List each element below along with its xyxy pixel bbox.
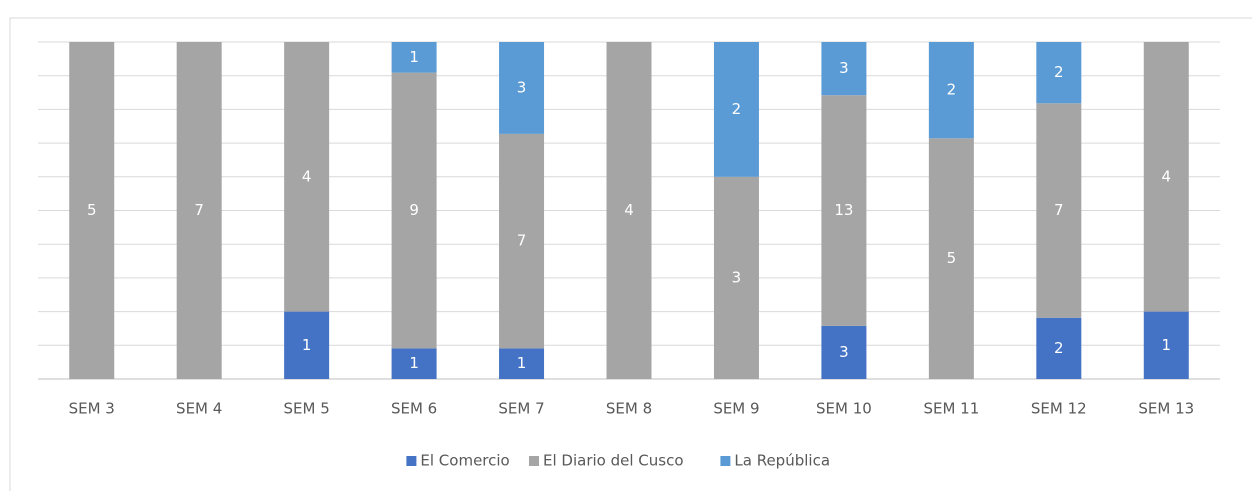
- data-label: 13: [834, 201, 853, 219]
- data-label: 9: [409, 201, 419, 219]
- data-label: 5: [947, 249, 957, 267]
- bar-segment: [1143, 311, 1189, 379]
- x-tick-label: SEM 3: [69, 400, 115, 418]
- x-tick-label: SEM 13: [1138, 400, 1194, 418]
- data-label: 5: [87, 201, 97, 219]
- data-label: 2: [1054, 63, 1064, 81]
- data-label: 4: [624, 201, 634, 219]
- data-label: 3: [839, 59, 849, 77]
- bar-segment: [821, 325, 867, 379]
- bar-segment: [176, 42, 222, 379]
- bar-segment: [1143, 42, 1189, 312]
- data-label: 3: [839, 343, 849, 361]
- x-tick-label: SEM 10: [816, 400, 872, 418]
- data-label: 7: [517, 232, 527, 250]
- x-tick-label: SEM 6: [391, 400, 437, 418]
- bar-segment: [1036, 103, 1082, 318]
- x-tick-label: SEM 8: [606, 400, 652, 418]
- bar-segment: [606, 42, 652, 379]
- bar-segment: [713, 176, 759, 379]
- data-label: 4: [302, 167, 312, 185]
- data-label: 7: [194, 201, 204, 219]
- bar-segment: [928, 138, 974, 379]
- bar-segment: [499, 348, 545, 379]
- data-label: 1: [409, 354, 419, 372]
- data-label: 1: [302, 336, 312, 354]
- legend-label: El Diario del Cusco: [543, 452, 684, 470]
- bar-segment: [284, 42, 330, 312]
- bar-segment: [284, 311, 330, 379]
- data-label: 1: [1161, 336, 1171, 354]
- data-label: 4: [1161, 167, 1171, 185]
- x-tick-label: SEM 12: [1031, 400, 1087, 418]
- bar-segment: [928, 42, 974, 139]
- x-tick-label: SEM 7: [498, 400, 544, 418]
- chart-frame: [9, 17, 1252, 491]
- legend-swatch: [720, 456, 731, 466]
- x-tick-label: SEM 9: [713, 400, 759, 418]
- legend-swatch: [529, 456, 539, 466]
- data-label: 1: [517, 354, 527, 372]
- legend-label: La República: [734, 452, 830, 470]
- bar-segment: [391, 72, 437, 349]
- data-label: 1: [409, 48, 419, 66]
- x-tick-label: SEM 11: [923, 400, 979, 418]
- bar-segment: [69, 42, 115, 379]
- legend-swatch: [406, 456, 417, 466]
- bar-segment: [391, 348, 437, 379]
- x-tick-label: SEM 4: [176, 400, 222, 418]
- bar-segment: [499, 133, 545, 349]
- bar-segment: [391, 42, 437, 73]
- data-label: 3: [517, 78, 527, 96]
- bar-segment: [1036, 42, 1082, 104]
- legend-label: El Comercio: [420, 452, 509, 470]
- data-label: 2: [1054, 339, 1064, 357]
- bar-segment: [713, 42, 759, 177]
- bar-segment: [821, 95, 867, 326]
- x-tick-label: SEM 5: [284, 400, 330, 418]
- data-label: 7: [1054, 201, 1064, 219]
- bar-segment: [1036, 317, 1082, 379]
- bar-segment: [821, 42, 867, 96]
- bar-segment: [499, 42, 545, 134]
- data-label: 2: [947, 81, 957, 99]
- data-label: 3: [732, 268, 742, 286]
- data-label: 2: [732, 100, 742, 118]
